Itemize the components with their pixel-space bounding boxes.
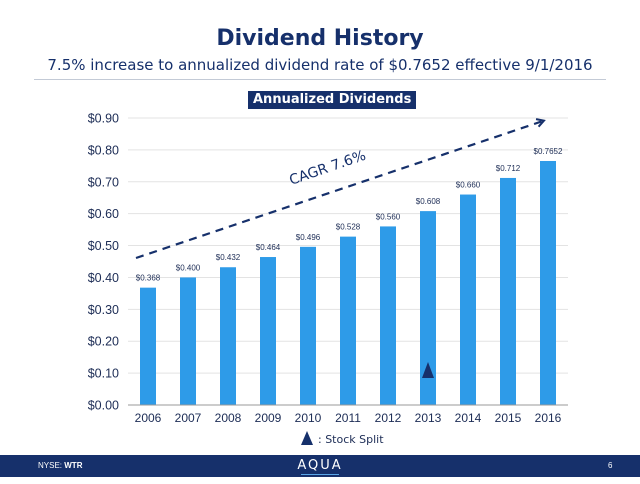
- data-label-2012: $0.560: [376, 212, 401, 221]
- page-subtitle: 7.5% increase to annualized dividend rat…: [47, 56, 593, 74]
- x-tick-label-2009: 2009: [255, 411, 282, 425]
- y-tick-label: $0.40: [88, 271, 119, 285]
- bar-2011: [340, 236, 356, 405]
- bar-2008: [220, 267, 236, 405]
- footer-bar: NYSE: WTR AQUA 6: [0, 455, 640, 477]
- cagr-annotation: CAGR 7.6%: [287, 148, 368, 189]
- x-tick-label-2010: 2010: [295, 411, 322, 425]
- x-tick-label-2014: 2014: [455, 411, 482, 425]
- data-label-2009: $0.464: [256, 243, 281, 252]
- stock-split-legend-icon: [301, 431, 313, 445]
- data-label-2007: $0.400: [176, 263, 201, 272]
- bar-2016: [540, 160, 556, 405]
- page-number: 6: [608, 461, 613, 470]
- data-label-2011: $0.528: [336, 223, 361, 232]
- cagr-trend-arrow: [135, 121, 543, 260]
- data-label-2013: $0.608: [416, 197, 441, 206]
- bar-2012: [380, 226, 396, 405]
- data-label-2016: $0.7652: [534, 147, 563, 156]
- data-label-2008: $0.432: [216, 253, 241, 262]
- x-tick-label-2016: 2016: [535, 411, 562, 425]
- data-label-2006: $0.368: [136, 274, 161, 283]
- dividend-bar-chart: $0.00 $0.10 $0.20 $0.30 $0.40 $0.50 $0.60 $0.70…: [88, 112, 568, 425]
- x-tick-label-2012: 2012: [375, 411, 402, 425]
- x-tick-label-2013: 2013: [415, 411, 442, 425]
- bar-2015: [500, 177, 516, 405]
- bar-2010: [300, 246, 316, 405]
- bar-2006: [140, 287, 156, 405]
- page-title: Dividend History: [216, 26, 424, 51]
- data-label-2014: $0.660: [456, 181, 481, 190]
- chart-title: Annualized Dividends: [248, 91, 417, 109]
- y-tick-label: $0.30: [88, 303, 119, 317]
- footer-ticker: NYSE: WTR: [38, 461, 82, 470]
- y-tick-label: $0.00: [88, 399, 119, 413]
- stock-split-marker: [422, 362, 434, 378]
- x-tick-label-2011: 2011: [335, 411, 361, 425]
- bar-2014: [460, 194, 476, 405]
- bar-2013: [420, 211, 436, 405]
- y-tick-label: $0.60: [88, 207, 119, 221]
- logo-underline: [301, 474, 339, 475]
- ticker-symbol: WTR: [64, 461, 83, 470]
- x-tick-label-2007: 2007: [175, 411, 202, 425]
- aqua-logo: AQUA: [297, 458, 343, 473]
- bar-2007: [180, 277, 196, 405]
- y-tick-label: $0.50: [88, 239, 119, 253]
- bar-2009: [260, 257, 276, 405]
- x-tick-label-2006: 2006: [135, 411, 162, 425]
- data-label-2010: $0.496: [296, 233, 321, 242]
- data-label-2015: $0.712: [496, 164, 521, 173]
- y-tick-label: $0.90: [88, 112, 119, 126]
- stock-split-legend-label: : Stock Split: [318, 433, 384, 446]
- y-tick-label: $0.20: [88, 335, 119, 349]
- y-tick-label: $0.70: [88, 175, 119, 189]
- title-divider: [34, 79, 606, 80]
- y-tick-label: $0.80: [88, 143, 119, 157]
- x-tick-label-2015: 2015: [495, 411, 522, 425]
- x-tick-label-2008: 2008: [215, 411, 242, 425]
- y-tick-label: $0.10: [88, 367, 119, 381]
- ticker-prefix: NYSE:: [38, 461, 63, 470]
